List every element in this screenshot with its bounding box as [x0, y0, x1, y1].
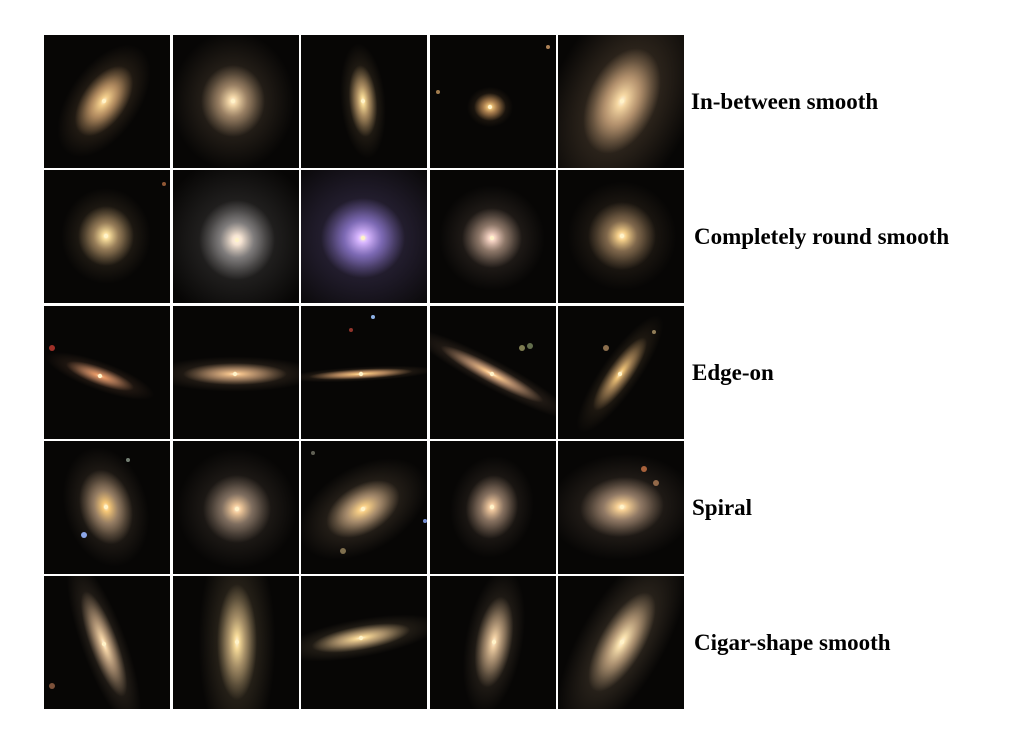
galaxy-thumbnail	[558, 441, 684, 574]
galaxy-thumbnail	[173, 441, 299, 574]
galaxy-row: Spiral	[44, 441, 1004, 574]
galaxy-morphology-figure: In-between smooth Completely round smooth…	[44, 35, 1004, 711]
galaxy-thumbnail	[558, 170, 684, 303]
galaxy-thumbnail	[44, 35, 170, 168]
galaxy-thumbnail	[173, 35, 299, 168]
galaxy-thumbnail	[44, 306, 170, 439]
galaxy-thumbnail	[430, 35, 556, 168]
row-label: In-between smooth	[691, 88, 879, 114]
galaxy-thumbnail	[301, 306, 427, 439]
galaxy-row: Cigar-shape smooth	[44, 576, 1004, 709]
galaxy-row: Edge-on	[44, 306, 1004, 439]
galaxy-thumbnail	[301, 35, 427, 168]
row-label: Completely round smooth	[694, 223, 950, 249]
galaxy-thumbnail	[301, 441, 427, 574]
galaxy-thumbnail	[173, 170, 299, 303]
galaxy-thumbnail	[173, 306, 299, 439]
row-label: Spiral	[692, 494, 753, 520]
row-label: Edge-on	[692, 359, 774, 385]
galaxy-thumbnail	[301, 170, 427, 303]
galaxy-thumbnail	[301, 576, 427, 709]
galaxy-row: In-between smooth	[44, 35, 1004, 168]
galaxy-thumbnail	[173, 576, 299, 709]
galaxy-thumbnail	[430, 576, 556, 709]
galaxy-thumbnail	[430, 170, 556, 303]
row-label: Cigar-shape smooth	[694, 629, 891, 655]
galaxy-thumbnail	[44, 170, 170, 303]
galaxy-thumbnail	[44, 576, 170, 709]
galaxy-thumbnail	[558, 306, 684, 439]
galaxy-thumbnail	[430, 306, 556, 439]
galaxy-thumbnail	[430, 441, 556, 574]
galaxy-thumbnail	[558, 35, 684, 168]
galaxy-thumbnail	[558, 576, 684, 709]
galaxy-row: Completely round smooth	[44, 170, 1004, 303]
galaxy-thumbnail	[44, 441, 170, 574]
